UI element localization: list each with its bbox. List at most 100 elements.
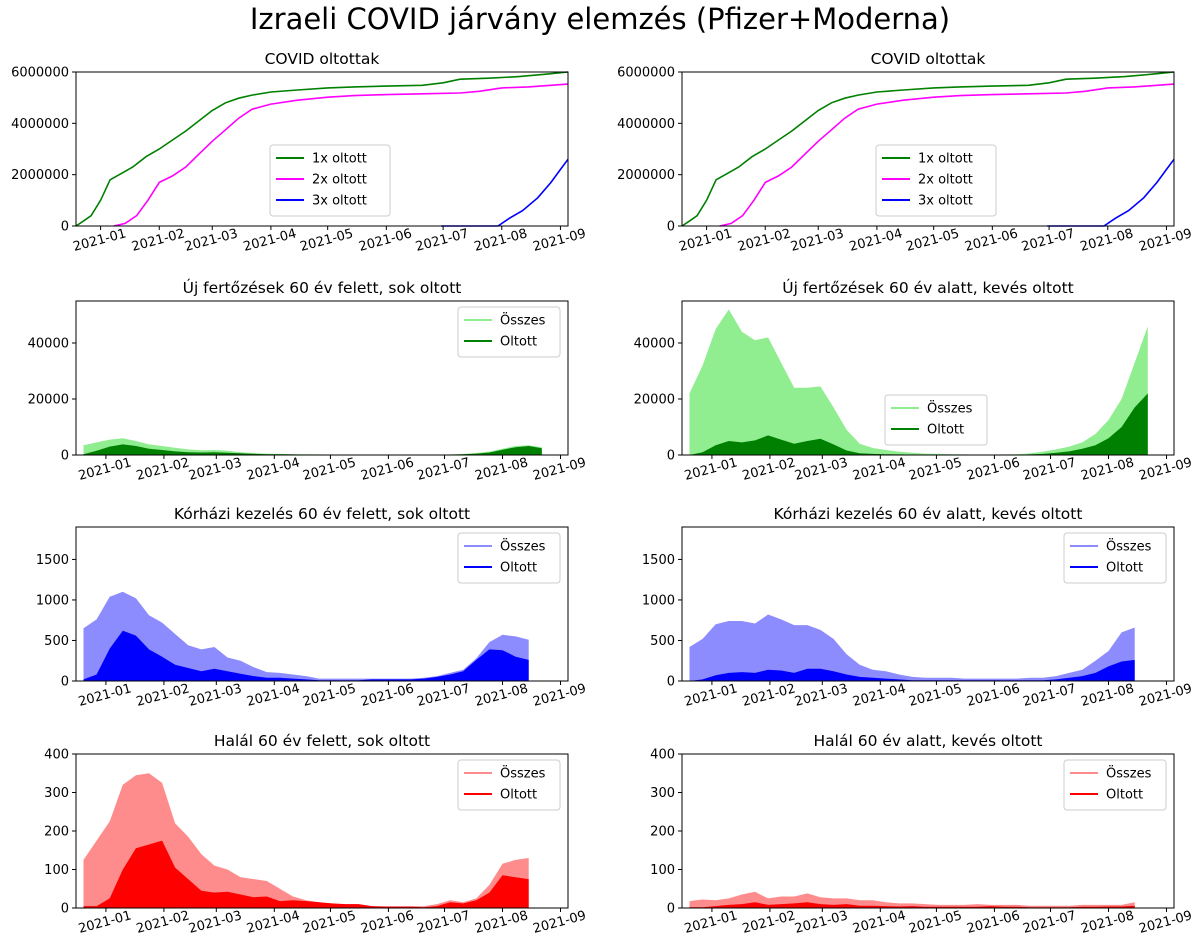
legend: Összes Oltott	[884, 394, 988, 446]
y-tick-label: 1000	[642, 593, 675, 608]
y-tick-label: 2000000	[11, 168, 69, 183]
x-tick-label: 2021-03	[187, 681, 243, 710]
legend-label: 1x oltott	[918, 152, 973, 167]
chart-title: COVID oltottak	[871, 50, 986, 68]
x-tick-label: 2021-06	[965, 681, 1021, 710]
series-line-3	[1047, 158, 1175, 227]
series-area-2	[83, 840, 529, 908]
legend-label: Oltott	[1106, 561, 1143, 576]
x-tick-label: 2021-06	[359, 681, 415, 710]
y-tick-label: 4000000	[11, 117, 69, 132]
y-tick-label: 4000000	[617, 117, 675, 132]
chart-hosp-under60: Kórházi kezelés 60 év alatt, kevés oltot…	[642, 505, 1194, 710]
chart-death-under60: Halál 60 év alatt, kevés oltott 0 100 200 30…	[650, 732, 1194, 937]
legend-label: Oltott	[500, 788, 537, 803]
x-tick-label: 2021-04	[851, 908, 907, 937]
axes-frame	[681, 526, 1175, 682]
x-tick-label: 2021-07	[1021, 908, 1077, 937]
x-tick-label: 2021-04	[851, 681, 907, 710]
x-tick-label: 2021-04	[245, 455, 301, 484]
x-tick-label: 2021-07	[1021, 681, 1077, 710]
y-tick-label: 6000000	[617, 66, 675, 81]
axes-frame	[75, 300, 569, 456]
x-tick-label: 2021-05	[301, 681, 357, 710]
series-line-2	[719, 83, 1175, 227]
x-tick-label: 2021-08	[1079, 908, 1135, 937]
x-tick-label: 2021-02	[741, 681, 797, 710]
legend: Összes Oltott	[1063, 532, 1167, 584]
x-tick-label: 2021-08	[473, 226, 529, 255]
legend-label: Összes	[1106, 765, 1152, 782]
chart-death-over60: Halál 60 év felett, sok oltott 0 100 200 300…	[44, 732, 588, 937]
chart-inf-under60: Új fertőzések 60 év alatt, kevés oltott 0…	[634, 278, 1194, 484]
y-tick-label: 1500	[36, 553, 69, 568]
x-tick-label: 2021-08	[1079, 455, 1135, 484]
legend-label: Összes	[500, 765, 546, 782]
x-tick-label: 2021-03	[793, 681, 849, 710]
chart-vacc-left: COVID oltottak 0 2000000 4000000 6000000 2021…	[11, 50, 588, 255]
x-tick-label: 2021-07	[415, 908, 471, 937]
x-tick-label: 2021-07	[414, 226, 470, 255]
y-tick-label: 2000000	[617, 168, 675, 183]
y-tick-label: 20000	[634, 393, 675, 408]
chart-title: Kórházi kezelés 60 év alatt, kevés oltot…	[774, 505, 1083, 523]
plot-area	[83, 773, 529, 908]
chart-title: Új fertőzések 60 év felett, sok oltott	[183, 278, 462, 297]
x-tick-label: 2021-07	[415, 681, 471, 710]
y-tick-label: 0	[61, 449, 69, 464]
x-tick-label: 2021-07	[415, 455, 471, 484]
chart-vacc-right: COVID oltottak 0 2000000 4000000 6000000 2021…	[617, 50, 1194, 255]
series-area-1	[689, 614, 1135, 681]
x-tick-label: 2021-08	[473, 455, 529, 484]
series-area-1	[83, 773, 529, 908]
x-tick-label: 2021-02	[130, 226, 186, 255]
x-tick-label: 2021-05	[301, 455, 357, 484]
x-tick-label: 2021-05	[299, 226, 355, 255]
series-area-1	[83, 591, 529, 681]
x-tick-label: 2021-02	[741, 455, 797, 484]
y-tick-label: 20000	[28, 393, 69, 408]
x-tick-label: 2021-06	[965, 908, 1021, 937]
y-tick-label: 500	[44, 634, 69, 649]
y-tick-label: 400	[650, 748, 675, 763]
x-tick-label: 2021-02	[135, 681, 191, 710]
legend: Összes Oltott	[1063, 759, 1167, 811]
legend-label: 2x oltott	[312, 173, 367, 188]
x-tick-label: 2021-02	[135, 455, 191, 484]
y-tick-label: 1500	[642, 553, 675, 568]
chart-title: Halál 60 év felett, sok oltott	[214, 732, 430, 750]
x-tick-label: 2021-03	[789, 226, 845, 255]
series-line-1	[75, 71, 569, 227]
x-tick-label: 2021-06	[359, 908, 415, 937]
y-tick-label: 0	[667, 675, 675, 690]
series-line-3	[441, 158, 569, 227]
axes-frame	[75, 526, 569, 682]
y-tick-label: 400	[44, 748, 69, 763]
y-tick-label: 500	[650, 634, 675, 649]
legend-label: Oltott	[927, 423, 964, 438]
series-area-1	[83, 438, 542, 455]
chart-hosp-over60: Kórházi kezelés 60 év felett, sok oltott…	[36, 505, 588, 710]
x-tick-label: 2021-03	[187, 908, 243, 937]
y-tick-label: 0	[61, 675, 69, 690]
x-tick-label: 2021-09	[1137, 908, 1193, 937]
series-area-2	[83, 444, 542, 455]
x-tick-label: 2021-09	[1137, 226, 1193, 255]
series-area-1	[689, 309, 1148, 455]
x-tick-label: 2021-09	[531, 226, 587, 255]
series-area-2	[689, 902, 1135, 908]
legend: 1x oltott 2x oltott 3x oltott	[269, 144, 391, 217]
x-tick-label: 2021-03	[793, 908, 849, 937]
plot-area	[83, 438, 542, 455]
chart-title: Halál 60 év alatt, kevés oltott	[814, 732, 1043, 750]
legend-label: Összes	[927, 400, 973, 417]
series-area-2	[689, 393, 1148, 455]
legend-label: 2x oltott	[918, 173, 973, 188]
x-tick-label: 2021-05	[301, 908, 357, 937]
x-tick-label: 2021-09	[531, 681, 587, 710]
series-area-2	[83, 630, 529, 681]
axes-frame	[681, 300, 1175, 456]
y-tick-label: 300	[44, 786, 69, 801]
x-tick-label: 2021-04	[242, 226, 298, 255]
